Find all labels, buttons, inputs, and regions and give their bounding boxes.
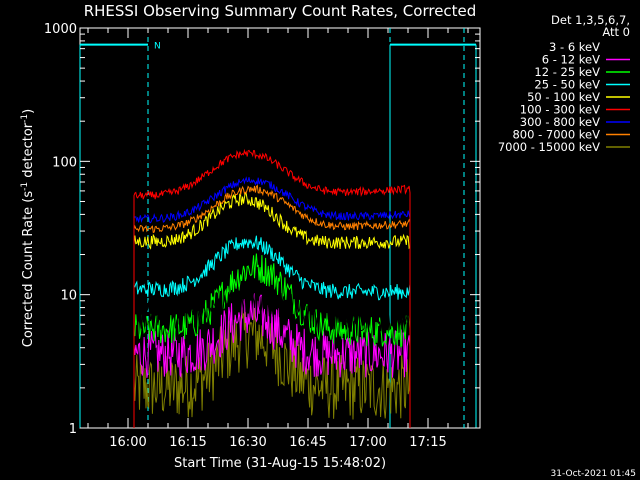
x-tick-label: 16:30 — [229, 435, 266, 450]
series-line-25-50-kev — [133, 235, 411, 428]
legend-label: 100 - 300 keV — [520, 103, 600, 117]
legend-label: 50 - 100 keV — [527, 90, 600, 104]
chart-title: RHESSI Observing Summary Count Rates, Co… — [84, 2, 477, 20]
y-tick-label: 100 — [52, 155, 77, 170]
x-axis-label: Start Time (31-Aug-15 15:48:02) — [174, 456, 386, 471]
x-tick-label: 16:00 — [109, 435, 146, 450]
y-axis-label-sup1: -1 — [20, 182, 30, 191]
legend-label: 7000 - 15000 keV — [498, 140, 600, 154]
y-tick-label: 1 — [69, 422, 77, 437]
legend-header-line2: Att 0 — [602, 25, 630, 39]
series-line-100-300-kev — [133, 148, 411, 428]
legend-label: 3 - 6 keV — [549, 40, 600, 54]
y-tick-label: 1000 — [44, 22, 77, 37]
series-line-50-100-kev — [133, 192, 411, 428]
legend-label: 6 - 12 keV — [542, 53, 600, 67]
y-axis-label-unit: detector — [21, 122, 36, 182]
legend-header-line1: Det 1,3,5,6,7, — [551, 13, 630, 27]
y-axis-label-main: Corrected Count Rate (s — [21, 191, 36, 348]
y-axis-label-close: ) — [21, 109, 36, 114]
x-tick-label: 17:00 — [349, 435, 386, 450]
legend-label: 300 - 800 keV — [520, 115, 600, 129]
legend-label: 12 - 25 keV — [534, 65, 600, 79]
x-tick-label: 16:15 — [169, 435, 206, 450]
x-tick-label: 17:15 — [409, 435, 446, 450]
y-axis-label: Corrected Count Rate (s-1 detector-1) — [20, 109, 36, 347]
series-line-800-7000-kev — [133, 184, 411, 428]
timestamp: 31-Oct-2021 01:45 — [551, 469, 636, 479]
series-layer — [133, 148, 411, 428]
series-line-6-12-kev — [133, 293, 411, 428]
x-tick-label: 16:45 — [289, 435, 326, 450]
legend-label: 25 - 50 keV — [534, 78, 600, 92]
ticks-layer: 1 10 100 1000 16:00 16:15 16:30 16:45 17:00 17:15 — [44, 22, 480, 450]
y-axis-label-sup2: -1 — [20, 114, 30, 123]
series-line-300-800-kev — [133, 176, 411, 428]
series-line-3-6-kev — [133, 284, 411, 428]
legend-label: 800 - 7000 keV — [512, 128, 600, 142]
attenuator-label: N — [154, 42, 161, 52]
y-tick-label: 10 — [60, 289, 77, 304]
